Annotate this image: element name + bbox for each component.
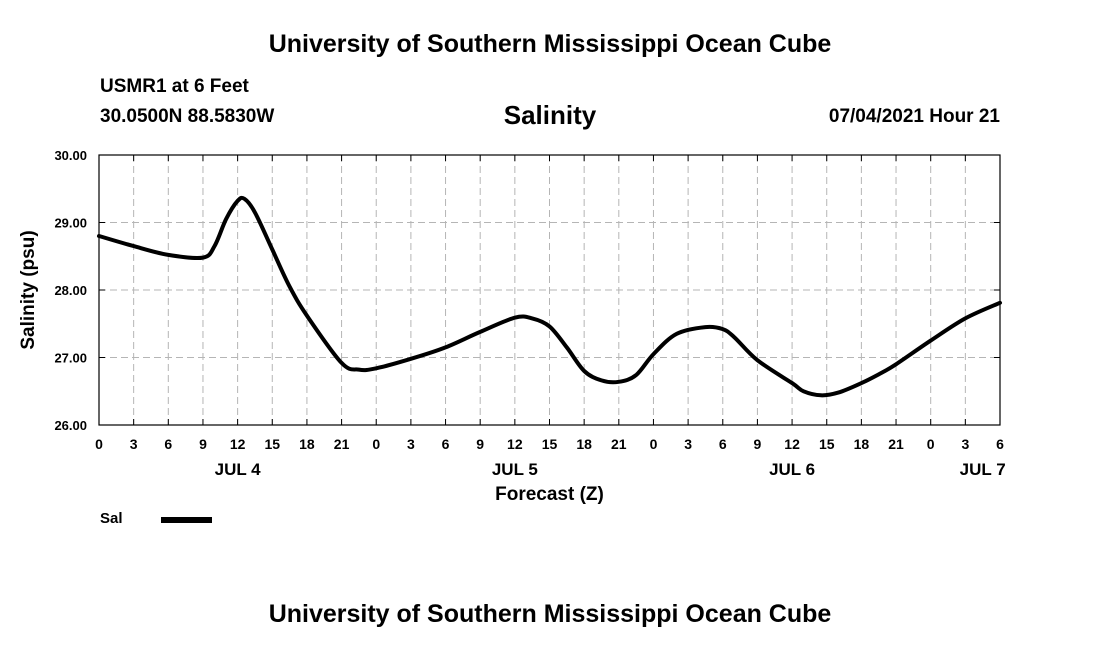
x-tick-label: 6 xyxy=(164,436,172,452)
station-coordinates: 30.0500N 88.5830W xyxy=(100,106,275,127)
day-label: JUL 7 xyxy=(960,460,1006,479)
x-tick-label: 15 xyxy=(542,436,558,452)
forecast-datetime: 07/04/2021 Hour 21 xyxy=(828,106,1000,127)
x-tick-label: 15 xyxy=(819,436,835,452)
x-tick-label: 21 xyxy=(334,436,350,452)
top-title: University of Southern Mississippi Ocean… xyxy=(268,30,832,58)
y-tick-label: 27.00 xyxy=(54,351,87,366)
x-tick-label: 21 xyxy=(611,436,627,452)
x-tick-label: 18 xyxy=(299,436,315,452)
legend-swatch xyxy=(161,517,212,523)
station-label: USMR1 at 6 Feet xyxy=(100,76,249,97)
x-tick-label: 18 xyxy=(576,436,592,452)
y-tick-label: 28.00 xyxy=(54,283,87,298)
x-tick-label: 0 xyxy=(650,436,658,452)
x-tick-label: 18 xyxy=(854,436,870,452)
axis-ticks: 0 3 6 9 12 15 18 21 0 3 6 9 12 15 18 21 0 3 6 9 12 15 18 21 0 3 6 2… xyxy=(54,148,1005,479)
day-label: JUL 5 xyxy=(492,460,538,479)
series-layer xyxy=(97,195,1002,398)
x-tick-label: 12 xyxy=(230,436,246,452)
x-tick-label: 6 xyxy=(442,436,450,452)
x-tick-label: 6 xyxy=(996,436,1004,452)
series-line-sal xyxy=(97,195,1002,398)
grid xyxy=(99,155,1000,425)
y-tick-label: 29.00 xyxy=(54,216,87,231)
day-label: JUL 6 xyxy=(769,460,815,479)
x-tick-label: 3 xyxy=(961,436,969,452)
x-tick-label: 0 xyxy=(95,436,103,452)
x-tick-label: 15 xyxy=(264,436,280,452)
bottom-title: University of Southern Mississippi Ocean… xyxy=(268,600,832,628)
y-axis-label: Salinity (psu) xyxy=(18,230,39,349)
x-tick-label: 9 xyxy=(754,436,762,452)
x-tick-label: 12 xyxy=(507,436,523,452)
chart-title: Salinity xyxy=(503,100,597,130)
x-axis-label: Forecast (Z) xyxy=(495,484,604,505)
day-label: JUL 4 xyxy=(215,460,262,479)
x-tick-label: 3 xyxy=(407,436,415,452)
x-tick-label: 3 xyxy=(684,436,692,452)
x-tick-label: 3 xyxy=(130,436,138,452)
x-tick-label: 12 xyxy=(784,436,800,452)
x-tick-label: 0 xyxy=(927,436,935,452)
x-tick-label: 9 xyxy=(199,436,207,452)
x-tick-label: 21 xyxy=(888,436,904,452)
x-tick-label: 9 xyxy=(476,436,484,452)
y-tick-label: 30.00 xyxy=(54,148,87,163)
legend-label: Sal xyxy=(100,510,123,527)
y-tick-label: 26.00 xyxy=(54,418,87,433)
x-tick-label: 6 xyxy=(719,436,727,452)
x-tick-label: 0 xyxy=(372,436,380,452)
